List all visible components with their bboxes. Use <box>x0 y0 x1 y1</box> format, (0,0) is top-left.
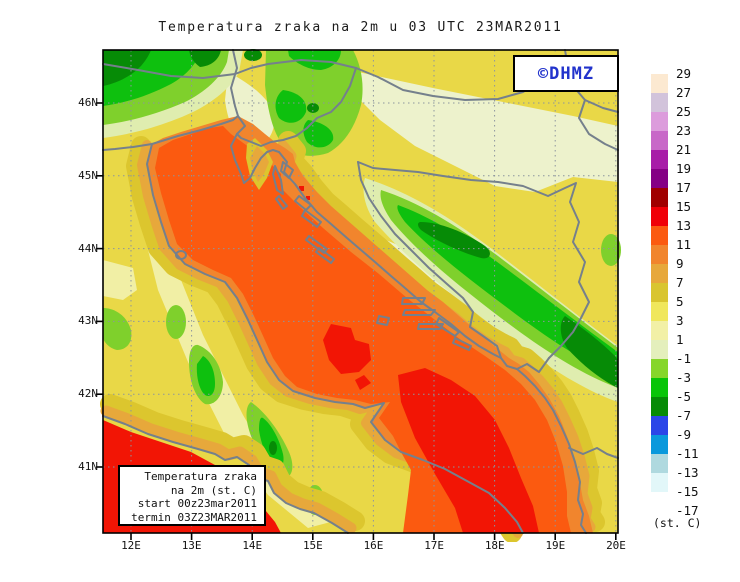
colorbar-unit-label: (st. C) <box>653 516 702 530</box>
colorbar-box <box>651 283 668 302</box>
colorbar-box <box>651 131 668 150</box>
colorbar-box <box>651 169 668 188</box>
colorbar-box <box>651 321 668 340</box>
lat-tick-label: 43N <box>78 314 98 328</box>
colorbar-tick-label: -1 <box>676 351 692 366</box>
colorbar-box <box>651 397 668 416</box>
colorbar-box <box>651 207 668 226</box>
colorbar-box <box>651 302 668 321</box>
lon-tick-label: 20E <box>606 539 626 552</box>
colorbar-box <box>651 359 668 378</box>
colorbar-tick-label: -17 <box>676 503 699 518</box>
colorbar-tick-label: -13 <box>676 465 699 480</box>
colorbar-tick-label: 7 <box>676 275 684 290</box>
colorbar-box <box>651 340 668 359</box>
colorbar-tick-label: -15 <box>676 484 699 499</box>
info-line: na 2m (st. C) <box>170 483 257 497</box>
page-title: Temperatura zraka na 2m u 03 UTC 23MAR20… <box>158 20 563 35</box>
lon-tick-label: 15E <box>302 539 323 552</box>
colorbar-box <box>651 93 668 112</box>
lon-tick-label: 16E <box>363 539 384 552</box>
colorbar-box <box>651 378 668 397</box>
colorbar-box <box>651 112 668 131</box>
colorbar-tick-label: 19 <box>676 161 692 176</box>
map-border-layer <box>102 49 619 534</box>
colorbar-tick-label: -7 <box>676 408 692 423</box>
colorbar-box <box>651 454 668 473</box>
colorbar-tick-label: 17 <box>676 180 692 195</box>
lon-tick-label: 17E <box>424 539 445 552</box>
colorbar-tick-label: 23 <box>676 123 692 138</box>
lat-tick-label: 44N <box>78 241 98 255</box>
colorbar-tick-label: -9 <box>676 427 692 442</box>
colorbar-tick-label: -5 <box>676 389 692 404</box>
map-fill-layer <box>100 49 621 542</box>
map-frame-layer <box>96 49 619 540</box>
lon-tick-label: 14E <box>242 539 263 552</box>
info-line: start 00z23mar2011 <box>137 497 257 510</box>
lon-tick-label: 13E <box>181 539 202 552</box>
colorbar-box <box>651 473 668 492</box>
colorbar-tick-label: 15 <box>676 199 692 214</box>
lon-tick-label: 18E <box>484 539 505 552</box>
dhmz-logo-box: ©DHMZ <box>513 55 619 92</box>
colorbar-tick-label: 9 <box>676 256 684 271</box>
colorbar-tick-label: -3 <box>676 370 692 385</box>
lat-tick-label: 46N <box>78 96 98 109</box>
lat-tick-label: 42N <box>78 387 98 401</box>
colorbar-box <box>651 416 668 435</box>
colorbar-tick-label: 5 <box>676 294 684 309</box>
lat-tick-label: 45N <box>78 168 98 182</box>
temperature-map-canvas <box>96 49 621 542</box>
colorbar-tick-label: -11 <box>676 446 699 461</box>
colorbar-box <box>651 74 668 93</box>
colorbar <box>651 74 668 511</box>
info-line: termin 03Z23MAR2011 <box>131 510 257 524</box>
colorbar-box <box>651 264 668 283</box>
colorbar-tick-label: 3 <box>676 313 684 328</box>
colorbar-tick-label: 29 <box>676 66 692 81</box>
colorbar-box <box>651 226 668 245</box>
colorbar-tick-label: 27 <box>676 85 692 100</box>
lon-tick-label: 19E <box>545 539 566 552</box>
colorbar-tick-label: 21 <box>676 142 692 157</box>
lon-tick-label: 12E <box>121 539 141 552</box>
colorbar-box <box>651 435 668 454</box>
colorbar-box <box>651 245 668 264</box>
info-box: Temperatura zraka na 2m (st. C) start 00… <box>118 465 266 526</box>
dhmz-logo-text: ©DHMZ <box>537 63 595 84</box>
lat-tick-label: 41N <box>78 460 98 473</box>
colorbar-tick-label: 25 <box>676 104 692 119</box>
colorbar-tick-label: 13 <box>676 218 692 233</box>
colorbar-box <box>651 492 668 511</box>
colorbar-box <box>651 188 668 207</box>
colorbar-box <box>651 150 668 169</box>
colorbar-tick-label: 1 <box>676 332 684 347</box>
colorbar-tick-label: 11 <box>676 237 692 252</box>
info-line: Temperatura zraka <box>144 470 257 483</box>
